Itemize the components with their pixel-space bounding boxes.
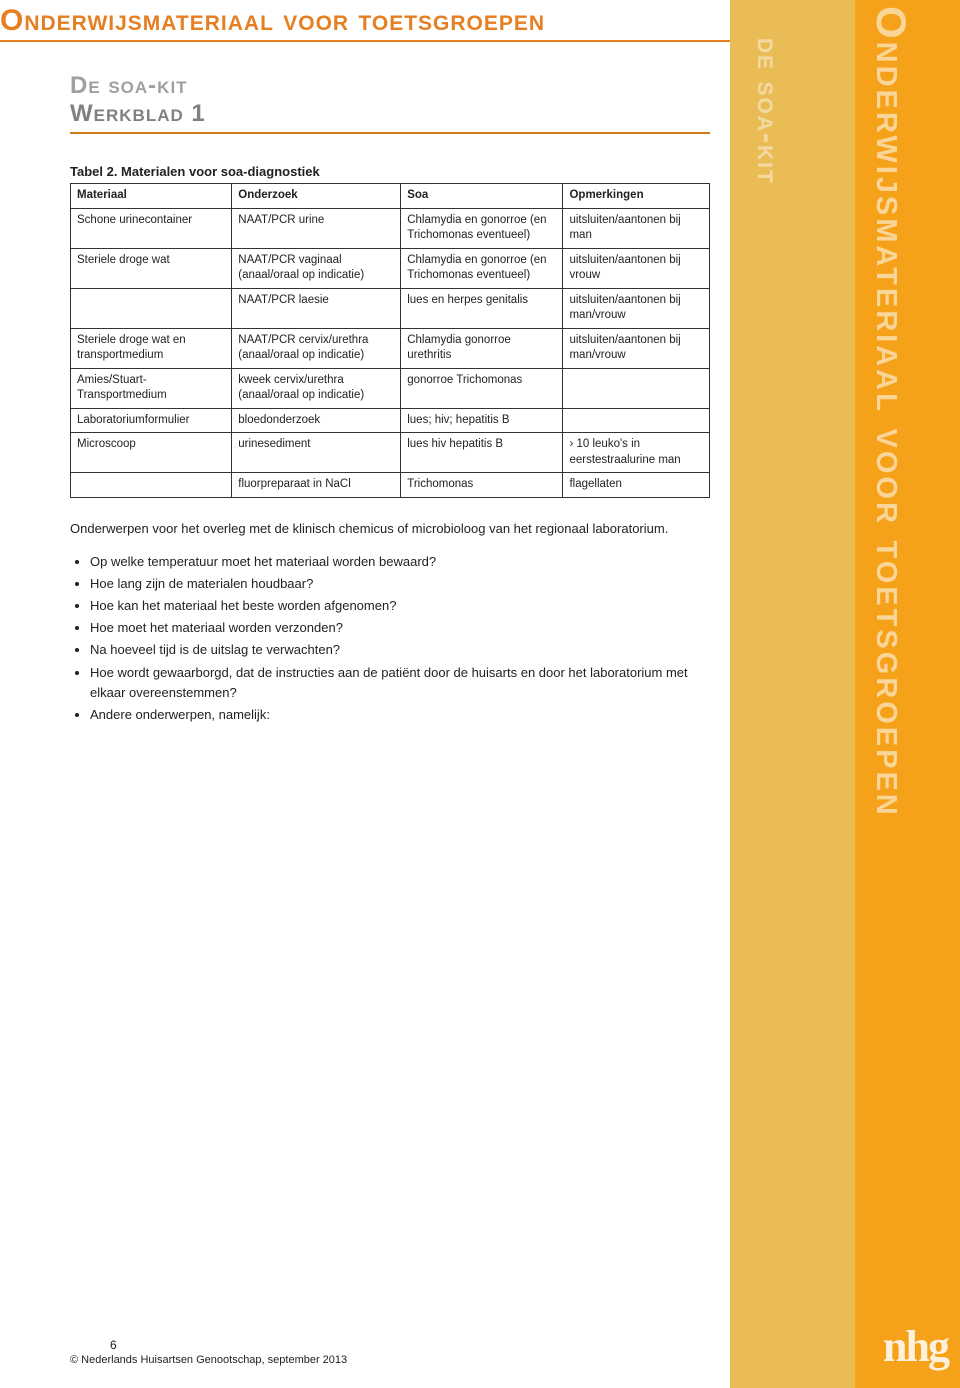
cell: uitsluiten/aantonen bij man/vrouw xyxy=(563,288,710,328)
list-item: Andere onderwerpen, namelijk: xyxy=(90,705,710,725)
cell xyxy=(71,473,232,498)
cell: lues en herpes genitalis xyxy=(401,288,563,328)
subtitle-1: De soa-kit xyxy=(70,72,710,100)
cell: NAAT/PCR laesie xyxy=(232,288,401,328)
cell xyxy=(563,368,710,408)
list-item: Hoe lang zijn de materialen houdbaar? xyxy=(90,574,710,594)
col-header: Soa xyxy=(401,184,563,209)
sidebar-orange: Onderwijsmateriaal voor toetsgroepen nhg xyxy=(855,0,960,1388)
col-header: Materiaal xyxy=(71,184,232,209)
cell: Chlamydia gonorroe urethritis xyxy=(401,328,563,368)
cell: bloedonderzoek xyxy=(232,408,401,433)
cell: urinesediment xyxy=(232,433,401,473)
cell: gonorroe Trichomonas xyxy=(401,368,563,408)
cell: › 10 leuko's in eerstestraalurine man xyxy=(563,433,710,473)
cell: uitsluiten/aantonen bij vrouw xyxy=(563,248,710,288)
bullet-list: Op welke temperatuur moet het materiaal … xyxy=(90,552,710,725)
table-caption: Tabel 2. Materialen voor soa-diagnostiek xyxy=(70,164,710,179)
table-row: Amies/Stuart-Transportmedium kweek cervi… xyxy=(71,368,710,408)
col-header: Onderzoek xyxy=(232,184,401,209)
list-item: Hoe wordt gewaarborgd, dat de instructie… xyxy=(90,663,710,703)
cell: NAAT/PCR vaginaal (anaal/oraal op indica… xyxy=(232,248,401,288)
cell xyxy=(563,408,710,433)
cell: kweek cervix/urethra (anaal/oraal op ind… xyxy=(232,368,401,408)
cell: lues hiv hepatitis B xyxy=(401,433,563,473)
cell: Schone urinecontainer xyxy=(71,208,232,248)
subtitle-2: Werkblad 1 xyxy=(70,100,710,128)
main-title: Onderwijsmateriaal voor toetsgroepen xyxy=(0,4,545,37)
copyright-text: © Nederlands Huisartsen Genootschap, sep… xyxy=(70,1354,347,1366)
page-footer: 6 © Nederlands Huisartsen Genootschap, s… xyxy=(70,1338,347,1366)
col-header: Opmerkingen xyxy=(563,184,710,209)
table-row: NAAT/PCR laesie lues en herpes genitalis… xyxy=(71,288,710,328)
cell: Amies/Stuart-Transportmedium xyxy=(71,368,232,408)
content-area: De soa-kit Werkblad 1 Tabel 2. Materiale… xyxy=(0,72,710,725)
table-row: Microscoop urinesediment lues hiv hepati… xyxy=(71,433,710,473)
cell: Microscoop xyxy=(71,433,232,473)
table-row: Schone urinecontainer NAAT/PCR urine Chl… xyxy=(71,208,710,248)
cell: Trichomonas xyxy=(401,473,563,498)
cell: uitsluiten/aantonen bij man/vrouw xyxy=(563,328,710,368)
list-item: Hoe moet het materiaal worden verzonden? xyxy=(90,618,710,638)
document-page: de soa-kit Onderwijsmateriaal voor toets… xyxy=(0,0,960,1388)
cell: Steriele droge wat en transportmedium xyxy=(71,328,232,368)
table-row: Laboratoriumformulier bloedonderzoek lue… xyxy=(71,408,710,433)
cell xyxy=(71,288,232,328)
table-row: fluorpreparaat in NaCl Trichomonas flage… xyxy=(71,473,710,498)
cell: NAAT/PCR urine xyxy=(232,208,401,248)
cell: Steriele droge wat xyxy=(71,248,232,288)
cell: fluorpreparaat in NaCl xyxy=(232,473,401,498)
nhg-logo: nhg xyxy=(867,1321,960,1372)
list-item: Hoe kan het materiaal het beste worden a… xyxy=(90,596,710,616)
page-header: Onderwijsmateriaal voor toetsgroepen De … xyxy=(0,0,730,727)
page-number: 6 xyxy=(70,1338,347,1352)
table-row: Steriele droge wat NAAT/PCR vaginaal (an… xyxy=(71,248,710,288)
subtitle-block: De soa-kit Werkblad 1 xyxy=(70,72,710,134)
list-item: Op welke temperatuur moet het materiaal … xyxy=(90,552,710,572)
intro-paragraph: Onderwerpen voor het overleg met de klin… xyxy=(70,520,710,538)
main-title-container: Onderwijsmateriaal voor toetsgroepen xyxy=(0,0,730,42)
cell: Laboratoriumformulier xyxy=(71,408,232,433)
cell: uitsluiten/aantonen bij man xyxy=(563,208,710,248)
cell: flagellaten xyxy=(563,473,710,498)
table-row: Steriele droge wat en transportmedium NA… xyxy=(71,328,710,368)
sidebar-yellow: de soa-kit xyxy=(730,0,855,1388)
cell: Chlamydia en gonorroe (en Trichomonas ev… xyxy=(401,208,563,248)
sidebar-kit-text: de soa-kit xyxy=(750,38,784,185)
table-header-row: Materiaal Onderzoek Soa Opmerkingen xyxy=(71,184,710,209)
sidebar-main-text: Onderwijsmateriaal voor toetsgroepen xyxy=(867,6,915,818)
cell: NAAT/PCR cervix/urethra (anaal/oraal op … xyxy=(232,328,401,368)
materials-table: Materiaal Onderzoek Soa Opmerkingen Scho… xyxy=(70,183,710,498)
cell: lues; hiv; hepatitis B xyxy=(401,408,563,433)
list-item: Na hoeveel tijd is de uitslag te verwach… xyxy=(90,640,710,660)
cell: Chlamydia en gonorroe (en Trichomonas ev… xyxy=(401,248,563,288)
